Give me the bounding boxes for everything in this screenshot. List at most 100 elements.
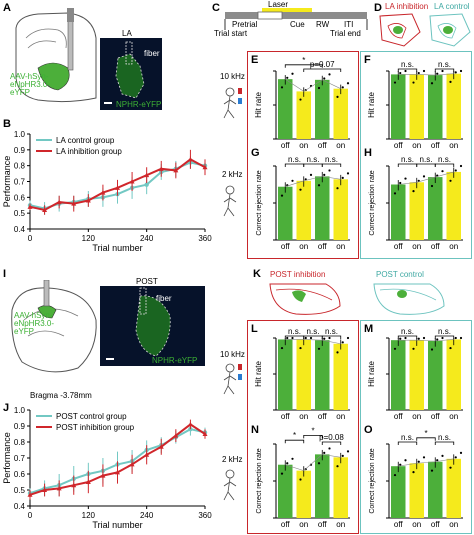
y-tick-label: 0.6 xyxy=(14,470,26,479)
data-dot xyxy=(399,181,402,185)
post-inhibition-box xyxy=(247,320,359,534)
pair-line xyxy=(322,176,341,180)
post-inhibition-label: POST inhibition xyxy=(270,270,326,279)
panel-label-m: M xyxy=(364,323,374,335)
y-axis-label: Hit rate xyxy=(254,92,263,118)
data-point xyxy=(27,492,33,497)
data-point xyxy=(144,452,150,457)
data-dot xyxy=(317,86,321,90)
category-label: off xyxy=(281,520,291,529)
significance-bracket xyxy=(434,441,455,445)
significance-bracket xyxy=(434,163,455,167)
data-dot xyxy=(454,456,457,459)
significance-bracket xyxy=(397,335,418,339)
data-dot xyxy=(404,177,407,180)
significance-bracket xyxy=(303,435,323,439)
bar xyxy=(333,179,348,240)
x-tick-label: 240 xyxy=(140,511,154,520)
significance-label: n.s. xyxy=(325,155,338,164)
pretrial-label: Pretrial xyxy=(232,20,258,29)
y-axis-label: Correct rejection rate xyxy=(256,448,263,513)
pair-line xyxy=(435,171,454,178)
mouse-lick-icon-post xyxy=(223,363,242,395)
data-dot xyxy=(417,460,420,463)
trial-timeline xyxy=(224,8,368,30)
panel-label-d: D xyxy=(374,2,382,14)
pair-line xyxy=(416,339,436,342)
x-axis-label: Trial number xyxy=(92,243,142,253)
data-dot xyxy=(399,337,402,340)
x-tick-label: 0 xyxy=(28,234,33,243)
trial-start-label: Trial start xyxy=(214,29,248,38)
data-point xyxy=(71,482,77,488)
data-dot xyxy=(430,348,434,351)
laser-label: Laser xyxy=(268,0,289,9)
category-label: on xyxy=(336,242,345,251)
data-dot xyxy=(459,451,463,454)
data-point xyxy=(85,479,91,484)
x-tick-label: 360 xyxy=(198,511,212,520)
category-label: on xyxy=(299,520,308,529)
category-label: off xyxy=(281,242,291,251)
bar xyxy=(296,91,311,139)
panel-label-o: O xyxy=(364,424,373,436)
data-dot xyxy=(417,71,420,75)
pair-line xyxy=(398,462,417,467)
data-point xyxy=(85,198,91,203)
data-dot xyxy=(323,451,326,454)
virus-label-a: AAV-hSyn-eNpHR3.0- eYFP xyxy=(10,72,51,97)
data-dot xyxy=(449,346,452,350)
y-tick-label: 1.0 xyxy=(14,130,26,139)
bar xyxy=(446,73,461,139)
data-dot xyxy=(317,184,321,187)
data-point xyxy=(129,461,135,467)
data-dot xyxy=(422,456,426,459)
data-point xyxy=(100,473,106,478)
significance-label: n.s. xyxy=(401,327,414,336)
significance-bracket xyxy=(416,163,436,167)
la-control-box xyxy=(360,51,472,259)
data-dot xyxy=(346,336,350,340)
data-dot xyxy=(459,69,463,73)
category-label: off xyxy=(318,412,328,421)
data-dot xyxy=(299,98,302,101)
freq-10khz-la: 10 kHz xyxy=(220,72,245,81)
significance-label: n.s. xyxy=(438,433,451,442)
category-label: off xyxy=(281,412,291,421)
y-axis-label: Hit rate xyxy=(254,361,263,387)
data-point xyxy=(173,167,179,173)
data-point xyxy=(27,204,33,209)
y-tick-label: 0.4 xyxy=(14,225,26,234)
panel-label-f: F xyxy=(364,54,371,66)
y-axis-label: Performance xyxy=(2,156,12,208)
data-dot xyxy=(341,454,344,457)
panel-label-c: C xyxy=(212,2,220,14)
pair-line xyxy=(322,79,341,89)
panel-label-h: H xyxy=(364,147,372,159)
category-label: off xyxy=(318,141,328,150)
significance-label: n.s. xyxy=(307,155,320,164)
fiber-label-i: fiber xyxy=(156,294,172,303)
bar xyxy=(296,180,311,240)
bar xyxy=(409,463,424,518)
data-dot xyxy=(304,336,307,340)
post-control-label: POST control xyxy=(376,270,424,279)
bar xyxy=(409,74,424,139)
y-axis-label: Correct rejection rate xyxy=(369,170,376,235)
bar xyxy=(428,75,443,139)
category-label: on xyxy=(449,141,458,150)
mouse-nolick-icon-post xyxy=(223,469,237,501)
bar xyxy=(315,79,330,139)
data-dot xyxy=(291,457,294,460)
data-point xyxy=(71,201,77,206)
data-dot xyxy=(404,336,407,340)
data-dot xyxy=(436,338,439,341)
category-label: on xyxy=(336,412,345,421)
data-dot xyxy=(393,192,397,195)
category-label: on xyxy=(336,141,345,150)
panel-label-a: A xyxy=(3,2,11,14)
category-label: on xyxy=(299,242,308,251)
bar xyxy=(409,182,424,240)
data-dot xyxy=(422,336,426,340)
